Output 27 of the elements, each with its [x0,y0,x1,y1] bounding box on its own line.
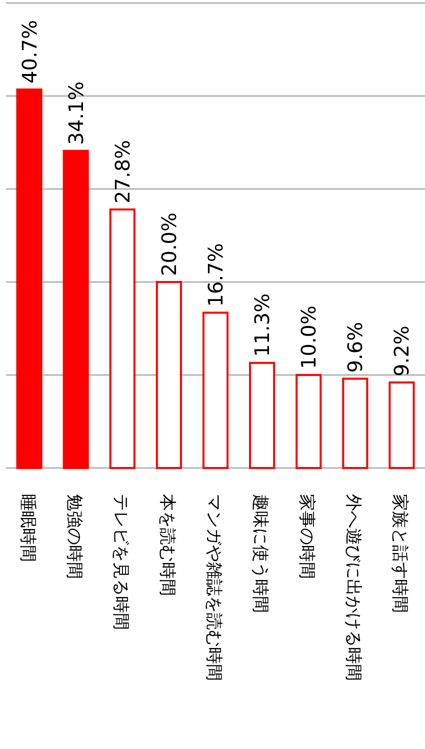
data-label: 20.0% [156,212,181,276]
x-tick-label: 睡眠時間 [17,494,38,562]
bar [202,312,229,469]
data-label: 9.6% [343,322,368,373]
bar [342,378,368,469]
x-tick-label: 勉強の時間 [64,494,84,579]
data-label: 9.2% [390,326,414,376]
bar [296,374,322,469]
data-label: 34.1% [64,81,88,145]
x-tick-label: 家族と話す時間 [390,494,410,613]
bar [388,381,415,469]
bar [249,362,276,469]
data-label: 16.7% [204,243,228,307]
x-tick-label: マンガや雑誌を読む時間 [204,494,224,681]
x-tick-label: 趣味に使う時間 [250,494,270,613]
bar [16,88,42,469]
x-tick-label: テレビを見る時間 [110,494,130,630]
data-label: 40.7% [17,20,42,84]
data-label: 27.8% [110,140,134,204]
data-label: 10.0% [296,305,321,369]
data-label: 11.3% [250,293,274,357]
bar [62,150,89,469]
bar [156,281,182,469]
x-tick-label: 外へ遊びに出かける時間 [343,494,364,681]
bar [109,208,136,469]
x-tick-label: 家事の時間 [296,494,317,579]
x-tick-label: 本を読む時間 [156,494,177,596]
